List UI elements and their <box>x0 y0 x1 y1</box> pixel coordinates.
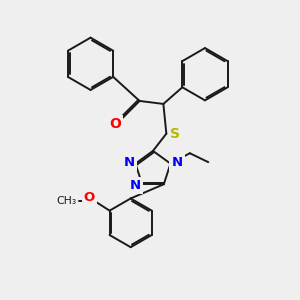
Text: CH₃: CH₃ <box>57 196 77 206</box>
Text: O: O <box>84 191 95 204</box>
Text: N: N <box>130 179 141 192</box>
Text: N: N <box>172 156 183 169</box>
Text: N: N <box>123 156 134 169</box>
Text: S: S <box>170 127 180 141</box>
Text: O: O <box>109 117 121 131</box>
